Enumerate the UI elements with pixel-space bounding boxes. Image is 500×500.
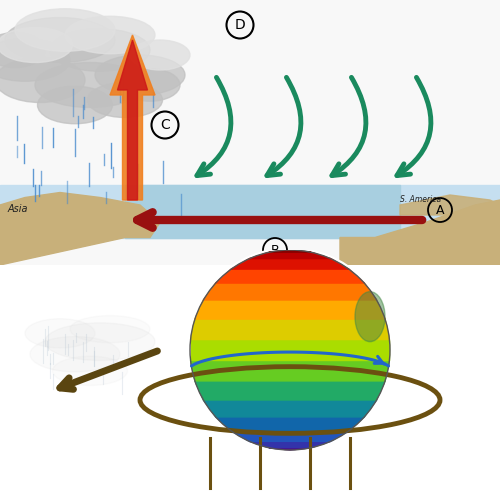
Ellipse shape	[0, 58, 85, 102]
Ellipse shape	[0, 28, 72, 62]
Ellipse shape	[0, 39, 70, 81]
Polygon shape	[269, 250, 311, 252]
Polygon shape	[190, 340, 390, 360]
Polygon shape	[400, 195, 500, 215]
Ellipse shape	[120, 68, 180, 101]
Ellipse shape	[0, 32, 45, 68]
Polygon shape	[204, 283, 376, 300]
Polygon shape	[340, 200, 500, 265]
Polygon shape	[190, 360, 390, 381]
Polygon shape	[269, 448, 311, 450]
Ellipse shape	[30, 336, 120, 372]
Ellipse shape	[25, 319, 95, 348]
Polygon shape	[231, 258, 349, 269]
Polygon shape	[231, 431, 349, 442]
Text: S. America: S. America	[400, 196, 441, 204]
Polygon shape	[216, 269, 364, 283]
Ellipse shape	[45, 323, 155, 360]
Ellipse shape	[355, 292, 385, 342]
Bar	[125, 185, 400, 238]
Polygon shape	[216, 417, 364, 431]
Text: A: A	[436, 204, 444, 216]
Polygon shape	[0, 192, 160, 265]
Text: Asia: Asia	[8, 204, 28, 214]
Ellipse shape	[38, 86, 113, 124]
Ellipse shape	[35, 62, 145, 108]
Ellipse shape	[5, 18, 115, 62]
Polygon shape	[195, 300, 385, 319]
Ellipse shape	[130, 40, 190, 70]
Polygon shape	[250, 252, 330, 258]
Ellipse shape	[65, 16, 155, 54]
Polygon shape	[250, 442, 330, 448]
Polygon shape	[110, 35, 155, 200]
Ellipse shape	[15, 8, 115, 52]
Bar	[0, 185, 500, 238]
Polygon shape	[204, 400, 376, 417]
Ellipse shape	[52, 356, 128, 386]
Ellipse shape	[95, 55, 185, 95]
Text: B: B	[270, 244, 280, 256]
Polygon shape	[118, 40, 148, 200]
Ellipse shape	[188, 248, 392, 452]
Ellipse shape	[88, 82, 162, 118]
Text: D: D	[234, 18, 246, 32]
Ellipse shape	[50, 28, 150, 71]
Text: C: C	[160, 118, 170, 132]
Polygon shape	[195, 381, 385, 400]
Polygon shape	[190, 319, 390, 340]
Ellipse shape	[70, 316, 150, 342]
